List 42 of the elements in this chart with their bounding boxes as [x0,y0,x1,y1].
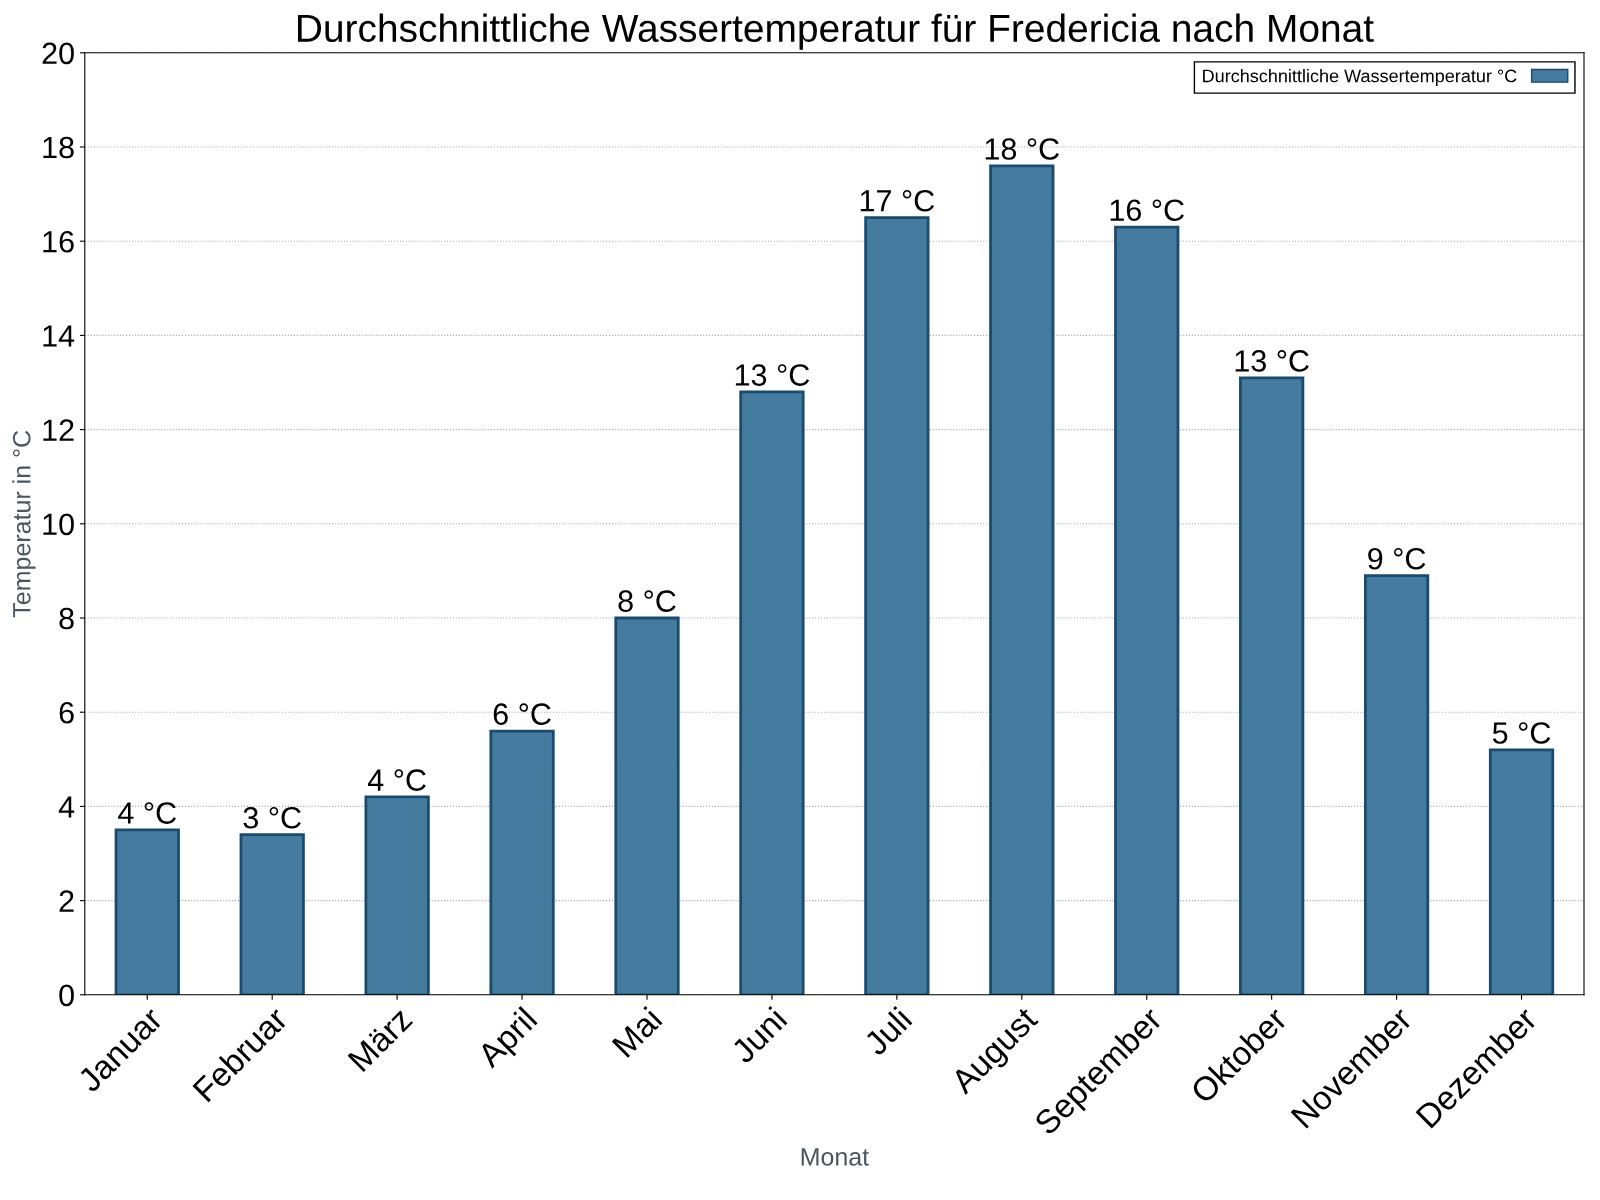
data-label: 17 °C [860,189,935,212]
y-tick-label: 20 [42,42,74,65]
y-tick-label: 16 [43,230,74,253]
x-axis-title: Monat [801,1148,869,1166]
data-label: 3 °C [243,806,301,829]
bar [364,795,430,995]
data-label: 5 °C [1492,722,1551,744]
bar [864,216,930,995]
y-tick-label: 18 [43,136,74,159]
data-label: 13 °C [1235,350,1309,372]
bar [614,616,680,995]
data-label: 16 °C [1110,199,1184,222]
y-tick-label: 0 [59,984,74,1007]
bar [1239,376,1305,995]
x-tick-label: Juli [861,1006,913,1057]
y-tick-label: 12 [43,419,74,441]
chart-title: Durchschnittliche Wassertemperatur für Fredericia nach Monat [298,13,1374,50]
bar [489,729,555,995]
legend-label: Durchschnittliche Wassertemperatur °C [1203,69,1517,86]
bar [739,390,805,995]
y-tick-label: 6 [59,701,74,724]
x-tick-label: Juni [729,1006,788,1065]
y-axis-title: Temperatur in °C [12,430,36,618]
y-tick-label: 8 [59,607,74,630]
bar [1363,574,1430,995]
data-label: 4 °C [118,802,176,824]
bar [114,828,180,995]
data-label: 13 °C [735,364,810,386]
y-tick-label: 14 [43,325,75,347]
bar [239,833,305,995]
x-tick-label: Mai [610,1006,663,1058]
data-label: 8 °C [618,590,676,612]
y-tick-label: 10 [43,513,74,536]
y-tick-label: 2 [59,890,74,912]
data-label: 6 °C [493,703,551,725]
data-label: 9 °C [1368,547,1426,570]
data-label: 18 °C [985,138,1060,160]
bar [989,164,1055,995]
bar [1488,748,1555,995]
data-label: 4 °C [367,769,426,791]
bar [1114,225,1180,995]
y-tick-label: 4 [58,796,75,818]
